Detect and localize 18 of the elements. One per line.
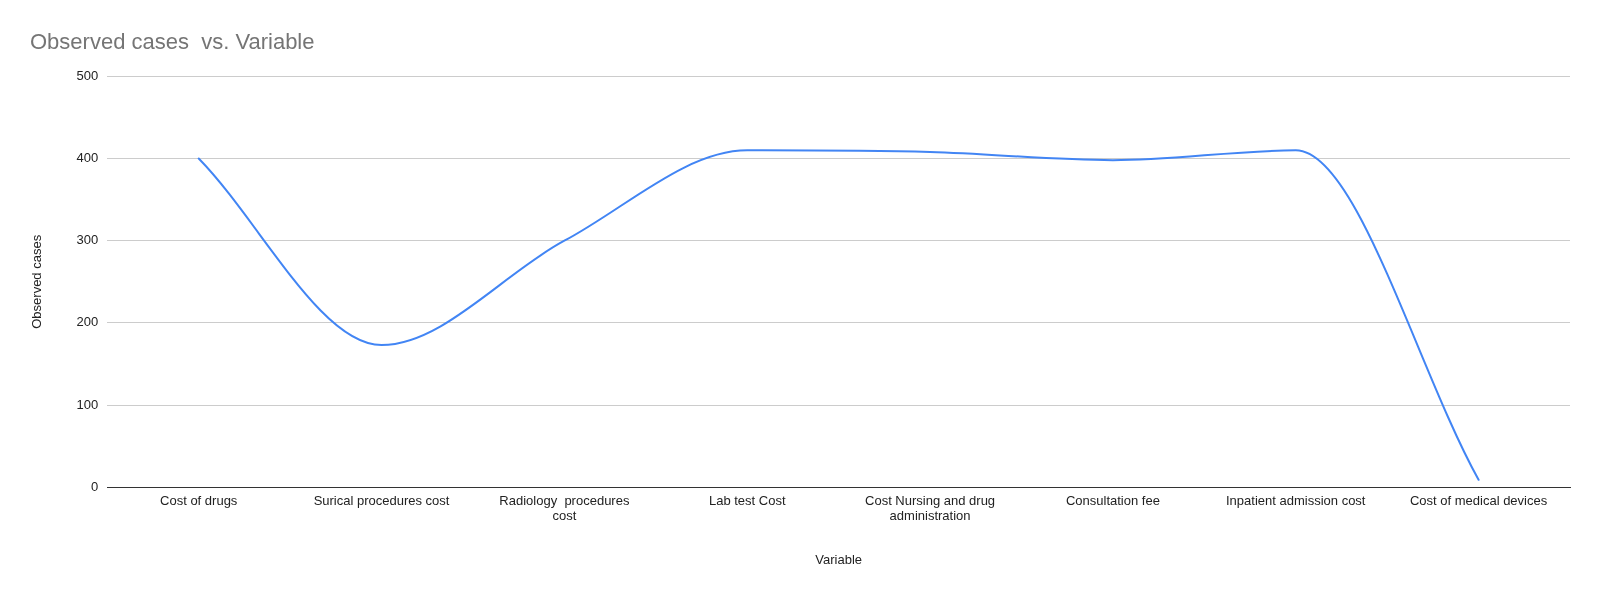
y-tick-label: 100 bbox=[76, 396, 99, 412]
x-axis-title: Variable bbox=[815, 551, 863, 567]
y-tick-label: 200 bbox=[76, 314, 99, 330]
x-tick-label: Cost of drugs bbox=[160, 492, 238, 508]
line-series bbox=[197, 149, 1480, 481]
y-tick-label: 500 bbox=[76, 67, 99, 83]
y-tick-label: 400 bbox=[76, 150, 99, 166]
x-tick-label: Lab test Cost bbox=[708, 492, 786, 508]
x-tick-label: Surical procedures cost bbox=[313, 492, 450, 508]
x-tick-label: Cost of medical devices bbox=[1409, 492, 1548, 508]
x-tick-label: Radiology procedures cost bbox=[499, 492, 630, 524]
y-tick-label: 0 bbox=[91, 478, 99, 494]
x-tick-label: Cost Nursing and drug administration bbox=[865, 492, 996, 524]
y-tick-label: 300 bbox=[76, 232, 99, 248]
x-tick-label: Inpatient admission cost bbox=[1226, 492, 1366, 508]
x-tick-label: Consultation fee bbox=[1065, 492, 1160, 508]
y-axis-title: Observed cases bbox=[29, 234, 45, 329]
chart-title: Observed cases vs. Variable bbox=[30, 29, 315, 55]
